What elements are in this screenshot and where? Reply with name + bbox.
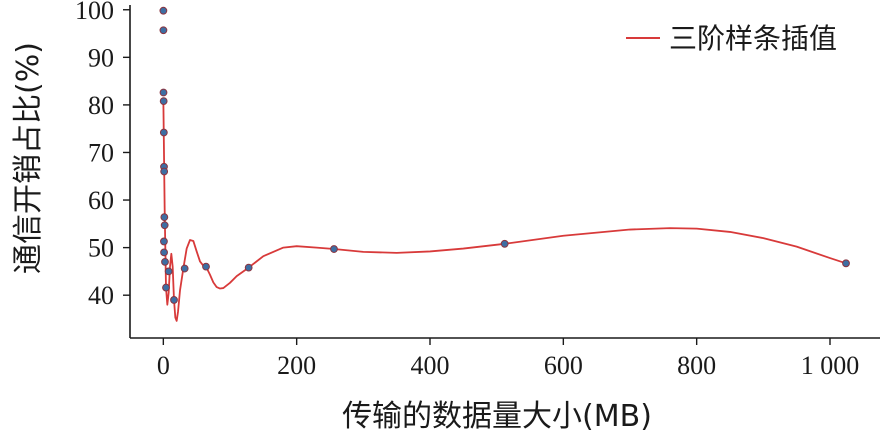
y-axis-ticks: 40 50 60 70 80 90 100 [75,0,130,310]
data-point [159,26,168,35]
x-tick-label: 600 [544,351,583,380]
x-tick-label: 1 000 [801,351,860,380]
y-tick-label: 70 [88,138,114,167]
data-point [159,88,168,97]
x-tick-label: 800 [677,351,716,380]
data-point [170,296,178,304]
data-point [160,248,168,257]
y-tick-label: 90 [88,43,114,72]
data-point [159,97,168,105]
axes [129,5,880,339]
y-tick-label: 80 [88,91,114,120]
legend-label: 三阶样条插值 [669,22,837,55]
legend: 三阶样条插值 [626,22,837,55]
y-axis-title: 通信开销占比(%) [11,42,46,274]
y-tick-label: 60 [88,186,114,215]
data-point [159,6,168,15]
data-point [330,245,338,253]
data-point [164,267,173,276]
spline-curve [162,97,847,322]
plot-area [159,6,850,322]
data-point [160,167,169,176]
x-axis-ticks: 0 200 400 600 800 1 000 [157,338,859,380]
data-point [159,128,168,137]
y-tick-label: 40 [88,281,114,310]
x-tick-label: 400 [411,351,450,380]
data-point [160,213,169,222]
data-point [160,221,169,230]
data-point [160,237,168,246]
y-tick-label: 100 [75,0,114,25]
data-point [244,263,253,272]
data-point [500,239,509,248]
x-tick-label: 200 [277,351,316,380]
data-point [161,257,169,266]
data-point [180,264,189,273]
x-axis-title: 传输的数据量大小(MB) [342,399,652,434]
data-point [202,262,210,271]
data-point [162,283,170,292]
x-tick-label: 0 [157,351,170,380]
y-tick-label: 50 [88,234,114,263]
data-point [842,259,850,268]
